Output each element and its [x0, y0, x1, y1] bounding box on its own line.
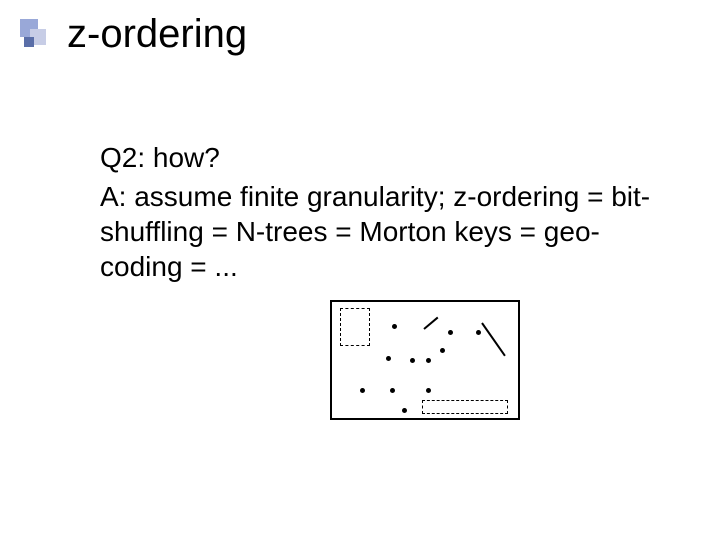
dot [476, 330, 481, 335]
diagram-wrap [330, 300, 520, 420]
dot [392, 324, 397, 329]
dot [410, 358, 415, 363]
dot [448, 330, 453, 335]
dashed-rect [340, 308, 370, 346]
dot [386, 356, 391, 361]
slide-title: z-ordering [67, 12, 247, 57]
dot [426, 388, 431, 393]
dot [426, 358, 431, 363]
dot [360, 388, 365, 393]
question-line: Q2: how? [100, 140, 680, 175]
diagram [330, 300, 520, 420]
bullet-icon [20, 19, 52, 51]
dot [440, 348, 445, 353]
line-segment [481, 322, 506, 356]
dot [402, 408, 407, 413]
dashed-rect [422, 400, 508, 414]
answer-line: A: assume finite granularity; z-ordering… [100, 179, 680, 284]
line-segment [423, 317, 438, 330]
dot [390, 388, 395, 393]
